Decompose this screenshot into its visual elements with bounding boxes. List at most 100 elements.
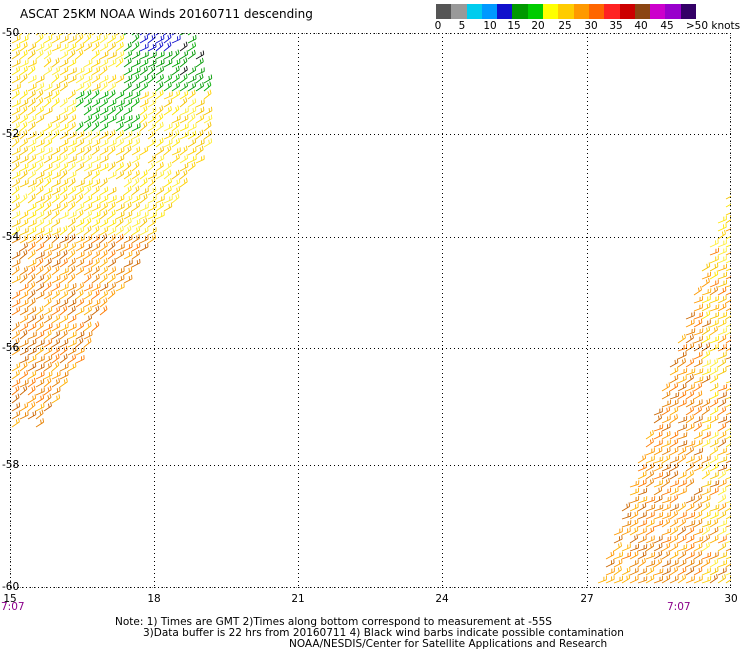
wind-barb <box>59 114 68 124</box>
wind-barb <box>203 121 212 132</box>
wind-barb <box>123 106 133 116</box>
wind-barb <box>43 226 53 236</box>
wind-barb <box>75 306 85 316</box>
wind-barb <box>75 146 85 156</box>
wind-barb <box>19 298 29 308</box>
wind-barb <box>637 527 647 536</box>
wind-barb <box>51 371 61 380</box>
wind-barb <box>59 314 69 324</box>
wind-barb <box>43 329 52 340</box>
wind-barb <box>27 314 37 324</box>
wind-barb <box>75 97 84 108</box>
wind-barb <box>99 290 108 300</box>
wind-barb <box>27 59 37 68</box>
wind-barb <box>629 496 640 504</box>
wind-barb <box>91 283 101 292</box>
wind-barb <box>139 235 149 244</box>
wind-barb <box>717 535 727 544</box>
wind-barb <box>685 462 695 472</box>
wind-barb <box>131 97 140 108</box>
wind-barb <box>43 250 52 260</box>
wind-barb <box>11 185 20 196</box>
wind-barb <box>139 65 148 76</box>
wind-barb <box>51 186 61 196</box>
wind-barb <box>163 178 172 188</box>
wind-barb <box>19 379 29 388</box>
wind-barb <box>685 333 694 344</box>
wind-barb <box>99 98 108 108</box>
wind-barb <box>725 400 731 408</box>
wind-barb <box>59 106 69 116</box>
wind-barb <box>11 59 21 68</box>
wind-barb <box>613 527 623 536</box>
wind-barb <box>171 49 180 60</box>
wind-barb <box>725 383 731 392</box>
wind-barb <box>717 542 727 552</box>
wind-barb <box>51 346 61 356</box>
wind-barb <box>11 130 21 140</box>
wind-barb <box>27 97 36 108</box>
wind-barb <box>171 115 181 124</box>
wind-barb <box>661 567 671 576</box>
wind-barb <box>709 511 719 520</box>
wind-barb <box>717 430 727 440</box>
wind-barb <box>693 566 703 576</box>
wind-barb <box>637 576 648 584</box>
wind-barb <box>91 106 101 116</box>
wind-barb <box>653 504 664 512</box>
wind-barb <box>67 362 77 372</box>
wind-barb <box>19 35 29 44</box>
wind-barb <box>51 322 61 332</box>
wind-barb <box>67 323 77 332</box>
wind-barb <box>19 33 24 36</box>
wind-barb <box>35 227 45 236</box>
wind-barb <box>685 328 696 336</box>
wind-barb <box>717 247 727 256</box>
wind-barb <box>27 265 36 276</box>
wind-barb <box>75 235 85 244</box>
wind-barb <box>629 543 639 552</box>
wind-barb <box>91 178 101 188</box>
wind-barb <box>75 193 84 204</box>
wind-barb <box>637 567 647 576</box>
wind-barb <box>27 226 37 236</box>
wind-barb <box>693 399 703 408</box>
wind-barb <box>661 528 672 536</box>
wind-barb <box>613 565 622 576</box>
wind-barb <box>11 337 20 348</box>
wind-barb <box>51 378 60 388</box>
wind-barb <box>99 50 109 60</box>
wind-barb <box>155 201 164 212</box>
wind-barb <box>725 192 731 200</box>
wind-barb <box>605 550 615 560</box>
wind-barb <box>115 105 124 116</box>
wind-barb <box>35 33 44 44</box>
wind-barb <box>27 354 37 364</box>
wind-barb <box>139 33 144 36</box>
wind-barb <box>35 49 44 60</box>
wind-barb <box>709 343 719 352</box>
wind-barb <box>123 98 133 108</box>
wind-barb <box>701 502 711 512</box>
wind-barb <box>27 131 37 140</box>
wind-barb <box>51 298 61 308</box>
wind-barb <box>27 42 37 52</box>
wind-barb <box>669 559 679 568</box>
wind-barb <box>107 186 117 196</box>
wind-barb <box>83 42 93 52</box>
wind-barb <box>717 302 727 312</box>
wind-barb <box>677 534 687 544</box>
wind-barb <box>43 177 52 188</box>
wind-barb <box>83 130 93 140</box>
wind-barb <box>51 66 61 76</box>
wind-barb <box>195 129 204 140</box>
wind-barb <box>131 146 141 156</box>
wind-barb <box>115 243 125 252</box>
wind-barb <box>725 335 731 344</box>
wind-barb <box>171 129 180 140</box>
colorbar-swatch <box>634 4 651 19</box>
wind-barb <box>107 139 117 148</box>
wind-barb <box>645 470 654 480</box>
wind-barb <box>99 186 109 196</box>
wind-barb <box>645 511 655 520</box>
